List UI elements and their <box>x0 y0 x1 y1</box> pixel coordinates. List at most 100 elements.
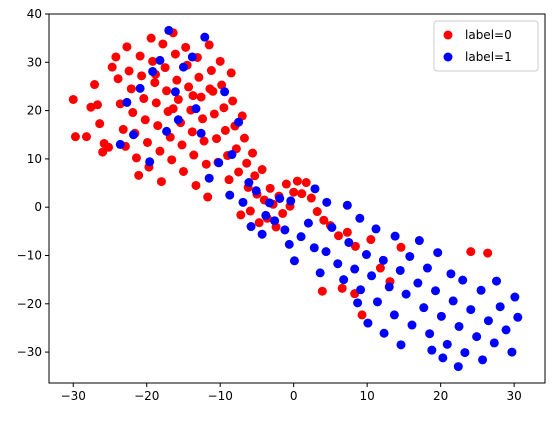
series-0-point <box>289 187 299 197</box>
y-tick-label: 20 <box>27 104 42 118</box>
series-1-point <box>270 216 280 226</box>
series-1-point <box>427 345 437 355</box>
series-1-point <box>342 200 352 210</box>
y-axis: −30 −20 −10 0 10 20 30 40 <box>17 7 49 359</box>
series-1-point <box>321 247 331 257</box>
series-1-point <box>162 126 172 136</box>
series-1-point <box>510 292 520 302</box>
series-1-point <box>339 275 349 285</box>
series-0-point <box>189 150 199 160</box>
series-0-point <box>191 180 201 190</box>
series-1-point <box>433 248 443 258</box>
series-1-point <box>466 305 476 315</box>
series-1-point <box>442 339 452 349</box>
series-1-point <box>390 231 400 241</box>
legend: label=0 label=1 <box>433 20 539 72</box>
series-0-point <box>203 192 213 202</box>
series-1-point <box>155 55 165 65</box>
series-0-point <box>122 42 132 52</box>
y-tick-label: 30 <box>27 55 42 69</box>
series-0-point <box>142 137 152 147</box>
series-0-point <box>81 132 91 142</box>
series-0-point <box>199 136 209 146</box>
series-1-point <box>453 362 463 372</box>
legend-label: label=0 <box>465 28 512 42</box>
series-1-point <box>419 303 429 313</box>
legend-marker <box>443 30 453 40</box>
series-0-point <box>196 92 206 102</box>
series-1-point <box>414 236 424 246</box>
series-0-point <box>168 104 178 114</box>
series-1-point <box>454 321 464 331</box>
series-0-point <box>187 127 197 137</box>
series-1-point <box>492 276 501 286</box>
x-tick-label: −20 <box>134 389 159 403</box>
series-0-point <box>250 171 260 181</box>
series-1-point <box>501 325 511 335</box>
series-0-point <box>206 66 216 76</box>
series-0-point <box>215 56 225 66</box>
series-0-point <box>466 247 476 257</box>
series-1-point <box>361 250 371 260</box>
series-1-point <box>363 318 373 328</box>
series-1-point <box>355 213 365 223</box>
series-1-point <box>225 190 235 200</box>
series-1-point <box>407 320 417 330</box>
x-tick-label: 30 <box>506 389 521 403</box>
legend-box <box>433 20 539 72</box>
series-1-point <box>289 256 299 266</box>
series-1-point <box>200 32 210 42</box>
series-1-point <box>284 239 294 249</box>
series-1-point <box>204 173 214 183</box>
series-1-point <box>425 329 435 339</box>
series-1-point <box>367 271 377 281</box>
series-1-point <box>257 229 267 239</box>
series-0-point <box>317 286 327 296</box>
series-0-point <box>135 51 145 61</box>
y-tick-label: 40 <box>27 7 42 21</box>
series-0-point <box>234 167 244 177</box>
series-0-point <box>350 241 360 251</box>
series-1-point <box>187 52 197 62</box>
legend-marker <box>443 52 453 62</box>
series-0-point <box>113 74 123 84</box>
series-1-point <box>458 275 468 285</box>
series-1-point <box>495 302 505 312</box>
series-1-point <box>148 66 158 76</box>
series-1-point <box>384 282 394 292</box>
series-1-point <box>513 312 523 322</box>
series-1-point <box>344 237 354 247</box>
series-1-point <box>422 263 432 273</box>
x-tick-label: 10 <box>360 389 375 403</box>
series-0-point <box>483 248 493 258</box>
series-0-point <box>357 310 367 320</box>
series-1-point <box>310 184 320 194</box>
series-1-point <box>164 25 174 35</box>
series-1-point <box>472 332 482 342</box>
series-0-point <box>188 91 198 101</box>
series-0-point <box>220 125 230 135</box>
x-axis: −30 −20 −10 0 10 20 30 <box>61 383 522 403</box>
series-0-point <box>140 115 150 125</box>
series-0-point <box>153 121 163 131</box>
series-1-point <box>333 259 343 269</box>
series-1-point <box>280 225 290 235</box>
series-1-point <box>378 255 388 265</box>
series-1-point <box>389 310 399 320</box>
series-0-point <box>281 179 291 189</box>
series-1-point <box>246 222 256 232</box>
series-0-point <box>146 33 156 43</box>
series-0-point <box>184 82 194 92</box>
series-0-point <box>148 56 158 66</box>
series-1-point <box>261 210 271 220</box>
y-tick-label: −10 <box>17 248 42 262</box>
series-0-point <box>156 177 166 187</box>
series-1-point <box>264 198 274 208</box>
series-0-point <box>126 84 136 94</box>
series-0-point <box>90 80 100 90</box>
series-0-point <box>151 98 161 108</box>
series-1-point <box>135 83 145 93</box>
y-tick-label: −20 <box>17 297 42 311</box>
series-1-point <box>350 264 360 274</box>
